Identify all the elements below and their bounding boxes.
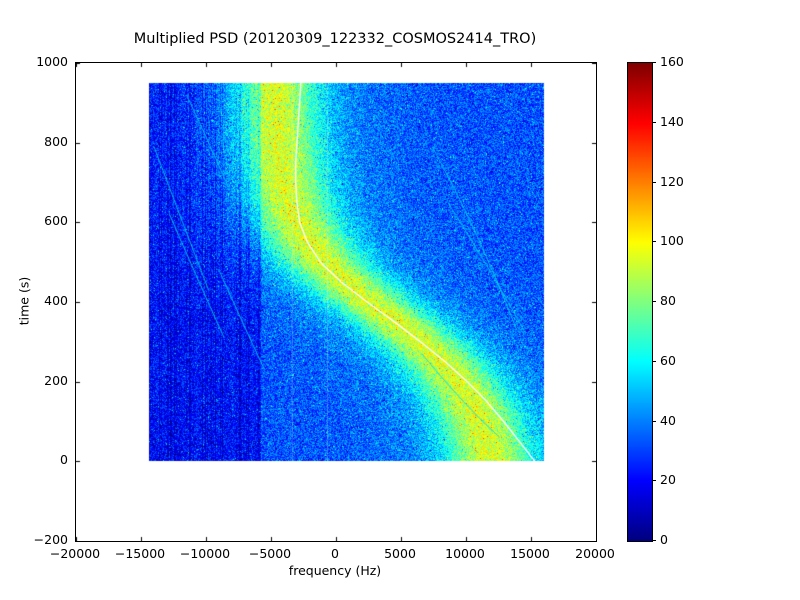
heatmap-canvas [76,63,596,541]
x-tick-label: 10000 [445,546,485,561]
colorbar-tick-label: 120 [660,173,684,189]
colorbar-tick-label: 40 [660,412,676,428]
colorbar-tick-label: 140 [660,113,684,129]
colorbar-tick-mark [652,421,656,422]
chart-title: Multiplied PSD (20120309_122332_COSMOS24… [133,31,537,47]
x-axis-label: frequency (Hz) [288,563,382,578]
colorbar-tick-label: 20 [660,472,676,488]
colorbar-tick-label: 160 [660,54,684,69]
x-tick-label: 20000 [575,546,615,561]
colorbar-tick-mark [652,122,656,123]
colorbar-tick-mark [652,361,656,362]
y-tick-label: 1000 [36,54,68,69]
y-tick-label: 600 [44,213,68,229]
x-tick-label: −20000 [49,546,101,561]
x-tick-label: 5000 [384,546,416,561]
y-tick-label: 400 [44,293,68,308]
x-tick-label: −10000 [179,546,231,561]
x-tick-label: −5000 [248,546,292,561]
plot-area [75,62,597,542]
colorbar [627,62,653,542]
colorbar-tick-label: 100 [660,233,684,249]
y-tick-label: 800 [44,133,68,149]
colorbar-tick-mark [652,182,656,183]
y-tick-label: 200 [44,372,68,388]
y-tick-label: −200 [33,532,68,547]
colorbar-tick-mark [652,241,656,242]
colorbar-tick-mark [652,62,656,63]
colorbar-tick-mark [652,480,656,481]
colorbar-tick-label: 0 [660,532,668,547]
colorbar-tick-label: 60 [660,352,676,368]
x-tick-label: 0 [331,546,339,561]
colorbar-tick-label: 80 [660,293,676,308]
colorbar-tick-mark [652,540,656,541]
colorbar-tick-mark [652,301,656,302]
x-tick-label: 15000 [510,546,550,561]
colorbar-canvas [628,63,652,541]
x-tick-label: −15000 [114,546,166,561]
y-tick-label: 0 [60,452,68,468]
